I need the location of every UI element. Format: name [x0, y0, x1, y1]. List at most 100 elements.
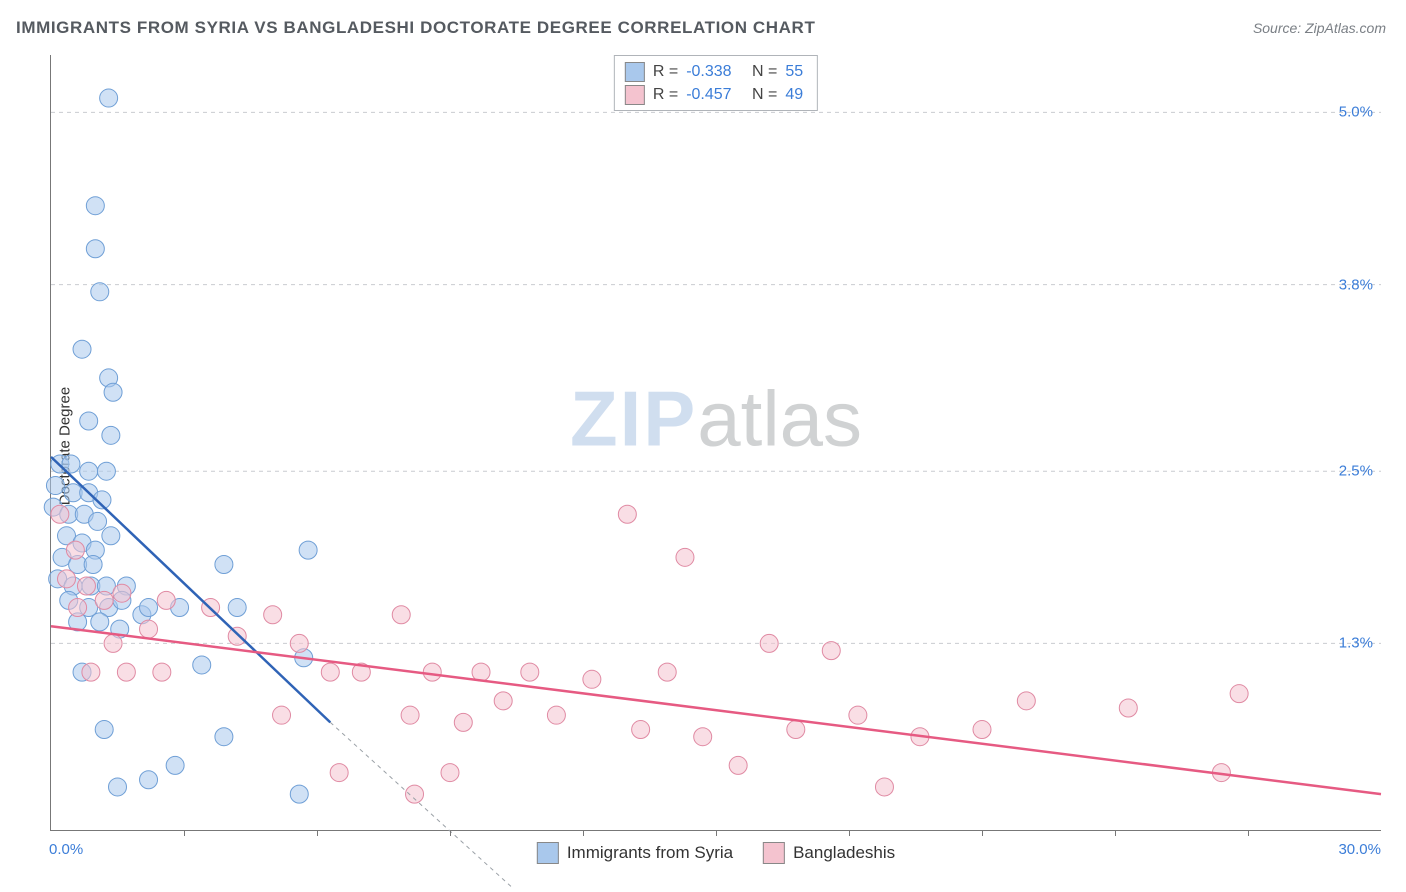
scatter-point — [787, 721, 805, 739]
scatter-point — [140, 771, 158, 789]
scatter-point — [109, 778, 127, 796]
n-label: N = — [752, 83, 777, 106]
source-attribution: Source: ZipAtlas.com — [1253, 20, 1386, 36]
n-value-bangladeshi: 49 — [785, 83, 803, 106]
scatter-point — [86, 240, 104, 258]
x-tick — [184, 830, 185, 836]
scatter-point — [66, 541, 84, 559]
scatter-point — [290, 785, 308, 803]
scatter-point — [91, 283, 109, 301]
scatter-point — [973, 721, 991, 739]
scatter-point — [321, 663, 339, 681]
scatter-point — [1017, 692, 1035, 710]
scatter-point — [166, 756, 184, 774]
scatter-point — [140, 599, 158, 617]
x-tick — [716, 830, 717, 836]
scatter-point — [140, 620, 158, 638]
scatter-point — [441, 764, 459, 782]
r-value-syria: -0.338 — [686, 60, 731, 83]
chart-svg — [51, 55, 1381, 830]
legend-swatch-bangladeshi-bottom — [763, 842, 785, 864]
scatter-point — [1119, 699, 1137, 717]
scatter-point — [264, 606, 282, 624]
legend-label-syria: Immigrants from Syria — [567, 843, 733, 863]
scatter-point — [822, 642, 840, 660]
trend-line — [51, 626, 1381, 794]
chart-title: IMMIGRANTS FROM SYRIA VS BANGLADESHI DOC… — [16, 18, 815, 38]
r-label: R = — [653, 83, 678, 106]
scatter-point — [406, 785, 424, 803]
scatter-point — [97, 462, 115, 480]
x-tick — [1115, 830, 1116, 836]
x-min-label: 0.0% — [49, 841, 83, 858]
chart-plot-area: ZIPatlas R = -0.338 N = 55 R = -0.457 N … — [50, 55, 1381, 831]
scatter-point — [117, 663, 135, 681]
y-tick-label: 3.8% — [1339, 276, 1373, 293]
scatter-point — [423, 663, 441, 681]
scatter-point — [215, 728, 233, 746]
scatter-point — [215, 555, 233, 573]
scatter-point — [392, 606, 410, 624]
scatter-point — [547, 706, 565, 724]
scatter-point — [632, 721, 650, 739]
scatter-point — [113, 584, 131, 602]
scatter-point — [104, 634, 122, 652]
scatter-point — [73, 340, 91, 358]
y-tick-label: 2.5% — [1339, 463, 1373, 480]
scatter-point — [299, 541, 317, 559]
r-label: R = — [653, 60, 678, 83]
legend-row-bangladeshi: R = -0.457 N = 49 — [625, 83, 803, 106]
scatter-point — [694, 728, 712, 746]
legend-item-bangladeshi: Bangladeshis — [763, 842, 895, 864]
scatter-point — [875, 778, 893, 796]
scatter-point — [102, 527, 120, 545]
n-label: N = — [752, 60, 777, 83]
scatter-point — [46, 477, 64, 495]
x-tick — [450, 830, 451, 836]
scatter-point — [729, 756, 747, 774]
y-tick-label: 1.3% — [1339, 635, 1373, 652]
scatter-point — [95, 591, 113, 609]
scatter-point — [330, 764, 348, 782]
scatter-point — [153, 663, 171, 681]
scatter-point — [228, 599, 246, 617]
scatter-point — [77, 577, 95, 595]
scatter-point — [80, 412, 98, 430]
scatter-point — [100, 89, 118, 107]
n-value-syria: 55 — [785, 60, 803, 83]
scatter-point — [494, 692, 512, 710]
legend-swatch-bangladeshi — [625, 85, 645, 105]
scatter-point — [273, 706, 291, 724]
scatter-point — [658, 663, 676, 681]
scatter-point — [104, 383, 122, 401]
x-tick — [317, 830, 318, 836]
scatter-point — [1230, 685, 1248, 703]
scatter-point — [472, 663, 490, 681]
scatter-point — [401, 706, 419, 724]
y-tick-label: 5.0% — [1339, 104, 1373, 121]
correlation-legend: R = -0.338 N = 55 R = -0.457 N = 49 — [614, 55, 818, 111]
scatter-point — [849, 706, 867, 724]
scatter-point — [91, 613, 109, 631]
x-tick — [583, 830, 584, 836]
scatter-point — [454, 713, 472, 731]
scatter-point — [95, 721, 113, 739]
scatter-point — [80, 462, 98, 480]
scatter-point — [760, 634, 778, 652]
legend-swatch-syria-bottom — [537, 842, 559, 864]
scatter-point — [102, 426, 120, 444]
x-tick — [982, 830, 983, 836]
scatter-point — [521, 663, 539, 681]
legend-label-bangladeshi: Bangladeshis — [793, 843, 895, 863]
scatter-point — [69, 599, 87, 617]
scatter-point — [583, 670, 601, 688]
scatter-point — [89, 512, 107, 530]
legend-swatch-syria — [625, 62, 645, 82]
scatter-point — [193, 656, 211, 674]
r-value-bangladeshi: -0.457 — [686, 83, 731, 106]
scatter-point — [86, 197, 104, 215]
scatter-point — [290, 634, 308, 652]
scatter-point — [228, 627, 246, 645]
scatter-point — [618, 505, 636, 523]
scatter-point — [157, 591, 175, 609]
